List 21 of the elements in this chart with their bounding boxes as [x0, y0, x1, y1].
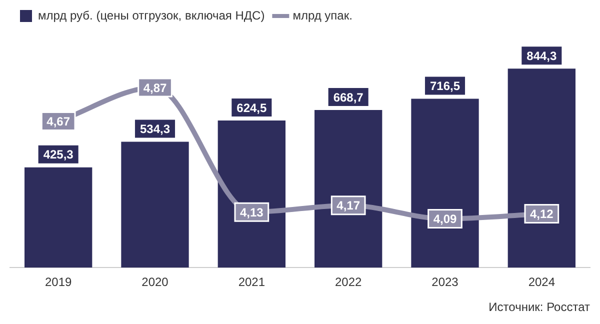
bar	[121, 142, 189, 268]
bar	[218, 120, 286, 268]
data-label: 716,5	[430, 79, 460, 94]
x-tick-label: 2020	[142, 275, 169, 290]
bar	[411, 98, 479, 268]
data-label: 844,3	[526, 48, 558, 63]
x-tick-label: 2022	[334, 275, 362, 290]
data-label: 624,5	[236, 100, 268, 115]
bar	[508, 68, 576, 268]
text: Источник: Росстат	[488, 300, 590, 314]
x-tick-label: 2019	[44, 275, 72, 290]
data-label: 668,7	[333, 90, 364, 104]
x-tick-label: 2023	[432, 275, 459, 290]
bar	[24, 167, 92, 268]
data-label: 534,3	[140, 122, 170, 136]
bar	[314, 110, 382, 268]
legend-label: млрд руб. (цены отгрузок, включая НДС)	[38, 8, 265, 22]
x-tick-label: 2021	[238, 275, 266, 290]
legend-label: млрд упак.	[292, 8, 352, 22]
x-tick-label: 2024	[528, 275, 556, 290]
data-label: 425,3	[43, 148, 74, 162]
